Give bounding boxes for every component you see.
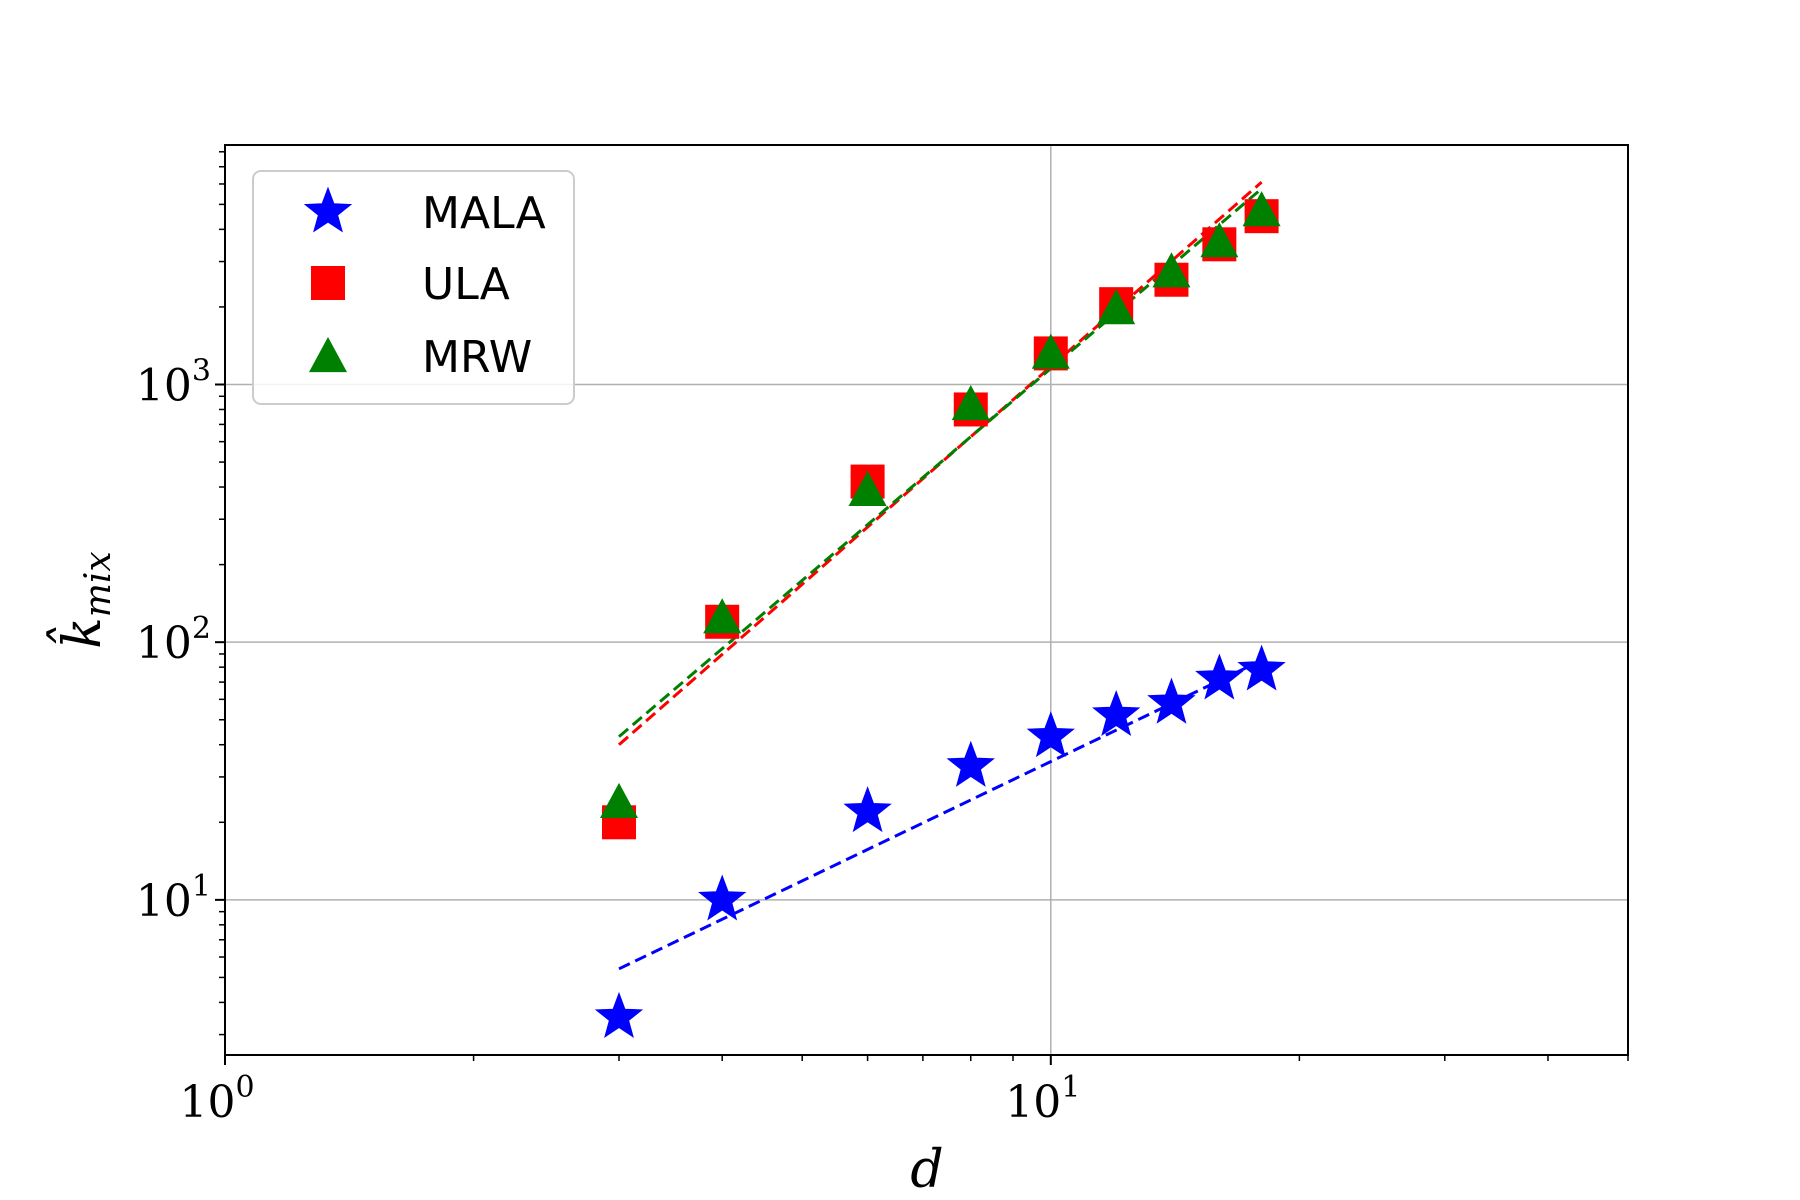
legend: MALA ULA MRW bbox=[252, 170, 575, 405]
point-mrw bbox=[1200, 222, 1239, 258]
y-tick-label: 102 bbox=[136, 611, 211, 669]
series-mrw bbox=[600, 191, 1281, 819]
legend-marker-mrw bbox=[309, 337, 347, 373]
legend-label-mrw: MRW bbox=[422, 332, 532, 383]
point-mala bbox=[594, 991, 644, 1038]
point-mala bbox=[1195, 653, 1244, 700]
x-axis-label: d bbox=[910, 1140, 943, 1200]
point-mala bbox=[1026, 711, 1075, 758]
point-mrw bbox=[1031, 333, 1070, 369]
point-mala bbox=[843, 786, 892, 833]
point-mrw bbox=[1152, 252, 1191, 288]
legend-label-ula: ULA bbox=[422, 259, 510, 310]
point-mrw bbox=[848, 470, 887, 507]
plot-frame bbox=[224, 144, 1629, 1056]
tick-labels: 100 101 101 102 103 bbox=[136, 353, 1080, 1128]
series-mala bbox=[594, 644, 1286, 1038]
fit-line-mala bbox=[618, 659, 1263, 971]
legend-label-mala: MALA bbox=[422, 188, 546, 239]
point-mala bbox=[1092, 689, 1141, 736]
point-mala bbox=[1147, 677, 1196, 724]
y-axis-label: k̂mix bbox=[47, 551, 119, 648]
point-mrw bbox=[951, 385, 990, 421]
data-points bbox=[594, 191, 1286, 1038]
point-mala bbox=[1237, 644, 1286, 691]
y-axis-label-main: k̂ bbox=[47, 617, 113, 649]
legend-entries: MALA ULA MRW bbox=[303, 186, 546, 383]
point-mrw bbox=[703, 598, 742, 634]
legend-marker-ula bbox=[311, 266, 345, 300]
x-tick-label: 101 bbox=[1005, 1070, 1080, 1128]
point-mala bbox=[946, 740, 995, 787]
point-mrw bbox=[1097, 289, 1136, 325]
y-axis-label-sub: mix bbox=[78, 551, 119, 617]
legend-marker-mala bbox=[303, 186, 353, 233]
fit-lines bbox=[618, 181, 1263, 971]
axis-ticks bbox=[215, 151, 1629, 1065]
x-tick-label: 100 bbox=[179, 1070, 254, 1128]
point-mrw bbox=[1242, 191, 1281, 227]
point-mala bbox=[698, 874, 747, 921]
legend-box bbox=[252, 170, 575, 405]
y-tick-label: 101 bbox=[136, 869, 211, 927]
svg-text:k̂mix: k̂mix bbox=[47, 551, 119, 648]
series-ula bbox=[602, 199, 1279, 840]
y-tick-label: 103 bbox=[136, 353, 211, 411]
point-mrw bbox=[600, 782, 639, 819]
